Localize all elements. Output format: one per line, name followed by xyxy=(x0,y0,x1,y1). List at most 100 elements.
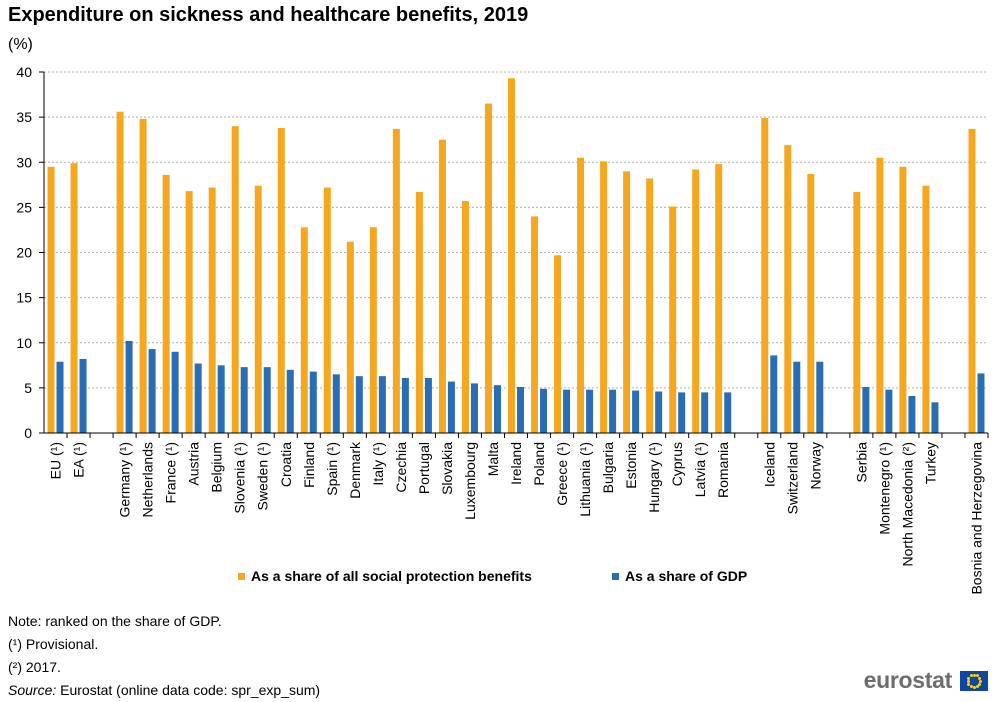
x-tick-label: Lithuania (¹) xyxy=(577,442,593,517)
x-tick-label: Iceland xyxy=(761,442,777,487)
note-ranking: Note: ranked on the share of GDP. xyxy=(8,613,222,629)
bar-gdp xyxy=(632,390,640,433)
bar-social-protection xyxy=(415,192,423,433)
flag-star xyxy=(975,674,979,678)
bar-gdp xyxy=(977,373,985,433)
x-tick-label: Switzerland xyxy=(784,442,800,514)
bar-social-protection xyxy=(139,118,147,434)
x-tick-label: Czechia xyxy=(393,442,409,493)
bar-social-protection xyxy=(369,227,377,433)
bar-gdp xyxy=(655,391,663,433)
x-tick-label: Slovakia xyxy=(439,442,455,495)
bar-social-protection xyxy=(876,157,884,434)
flag-star xyxy=(969,674,973,678)
bar-social-protection xyxy=(761,118,769,433)
bars xyxy=(47,78,985,434)
y-tick-label: 5 xyxy=(24,380,32,396)
x-tick-label: Serbia xyxy=(853,442,869,483)
bar-gdp xyxy=(678,392,686,433)
bar-gdp xyxy=(563,389,571,433)
x-tick-label: Portugal xyxy=(416,442,432,494)
bar-social-protection xyxy=(116,111,124,434)
bar-gdp xyxy=(79,358,87,433)
source-text: Eurostat (online data code: spr_exp_sum) xyxy=(60,682,321,698)
bar-social-protection xyxy=(70,163,78,433)
flag-star xyxy=(972,673,976,677)
bar-gdp xyxy=(240,367,248,433)
x-tick-label: France (¹) xyxy=(163,442,179,503)
x-tick-label: Austria xyxy=(186,442,202,486)
flag-star xyxy=(967,676,971,680)
y-tick-label: 35 xyxy=(16,109,32,125)
bar-social-protection xyxy=(438,139,446,433)
flag-star xyxy=(966,679,970,683)
bar-social-protection xyxy=(47,166,55,433)
y-tick-label: 15 xyxy=(16,290,32,306)
bar-social-protection xyxy=(323,187,331,433)
bar-gdp xyxy=(816,361,824,433)
flag-star xyxy=(975,684,979,688)
x-axis-labels: EU (¹) EA (¹) Germany (¹) Netherlands France… xyxy=(48,433,989,595)
bar-gdp xyxy=(217,365,225,433)
unit-label: (%) xyxy=(8,36,33,53)
note-2017: (²) 2017. xyxy=(8,659,61,675)
x-tick-label: Ireland xyxy=(508,442,524,485)
bar-gdp xyxy=(885,389,893,433)
bar-social-protection xyxy=(968,128,976,434)
bar-gdp xyxy=(286,369,294,433)
bar-gdp xyxy=(724,392,732,433)
bar-social-protection xyxy=(254,185,262,433)
x-tick-label: Bosnia and Herzegovina xyxy=(968,442,984,595)
source-label: Source: xyxy=(8,682,57,698)
x-tick-label: Malta xyxy=(485,442,501,476)
bar-social-protection xyxy=(600,161,608,433)
y-tick-label: 20 xyxy=(16,245,32,261)
chart-title: Expenditure on sickness and healthcare b… xyxy=(8,4,529,26)
x-tick-label: Finland xyxy=(301,442,317,488)
y-tick-label: 40 xyxy=(16,64,32,80)
flag-star xyxy=(977,676,981,680)
bar-social-protection xyxy=(899,166,907,433)
bar-gdp xyxy=(148,349,156,433)
x-tick-label: Turkey xyxy=(922,442,938,484)
bar-gdp xyxy=(194,363,202,433)
x-tick-label: Slovenia (¹) xyxy=(232,442,248,514)
x-tick-label: Norway xyxy=(807,442,823,489)
x-tick-label: Bulgaria xyxy=(600,442,616,494)
bar-gdp xyxy=(540,388,548,433)
y-tick-label: 30 xyxy=(16,154,32,170)
bar-social-protection xyxy=(208,187,216,433)
bar-social-protection xyxy=(577,157,585,434)
logo-text: eurostat xyxy=(863,667,953,693)
bar-social-protection xyxy=(392,128,400,434)
bar-social-protection xyxy=(784,145,792,434)
x-tick-label: EU (¹) xyxy=(48,442,64,479)
legend-label: As a share of GDP xyxy=(625,568,748,584)
footnotes: Note: ranked on the share of GDP. (¹) Pr… xyxy=(8,610,320,702)
bar-gdp xyxy=(355,376,363,433)
bar-gdp xyxy=(862,386,870,433)
bar-social-protection xyxy=(162,174,170,433)
bar-gdp xyxy=(401,377,409,433)
x-tick-label: Sweden (¹) xyxy=(255,442,271,510)
flag-star xyxy=(969,684,973,688)
bar-gdp xyxy=(263,367,271,433)
bar-gdp xyxy=(309,371,317,433)
gridlines xyxy=(44,71,988,389)
bar-social-protection xyxy=(646,178,654,433)
bar-social-protection xyxy=(185,191,193,433)
legend-swatch-blue xyxy=(612,572,619,580)
x-tick-label: Romania xyxy=(715,442,731,498)
x-tick-label: Spain (¹) xyxy=(324,442,340,496)
x-tick-label: Hungary (¹) xyxy=(646,442,662,513)
bar-social-protection xyxy=(531,216,539,433)
flag-star xyxy=(978,679,982,683)
bar-gdp xyxy=(171,351,179,433)
bar-gdp xyxy=(793,361,801,433)
bar-social-protection xyxy=(277,127,285,433)
flag-star xyxy=(977,682,981,686)
source-line: Source: Eurostat (online data code: spr_… xyxy=(8,679,320,702)
legend: As a share of all social protection bene… xyxy=(0,568,1000,588)
x-tick-label: Greece (¹) xyxy=(554,442,570,506)
legend-swatch-orange xyxy=(238,572,245,580)
